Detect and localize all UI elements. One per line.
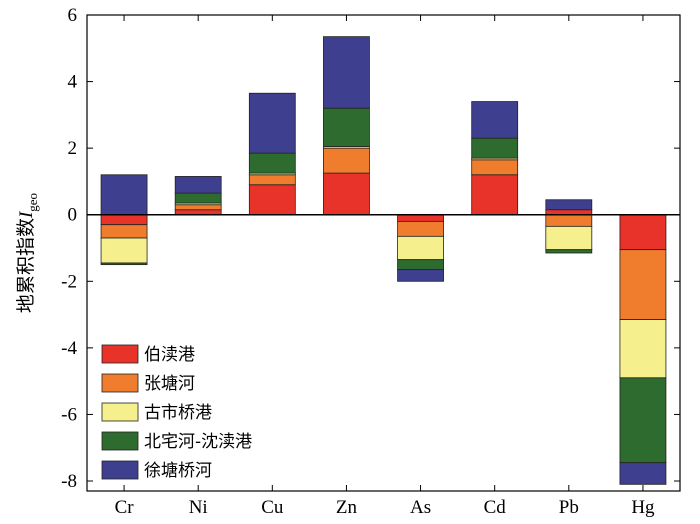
bar-cd-series-4 <box>471 137 519 159</box>
bar-hg-series-4 <box>619 377 667 464</box>
bar-as-series-4 <box>397 259 444 271</box>
legend-label-1: 伯渎港 <box>144 345 195 365</box>
bar-zn-series-5 <box>323 36 370 109</box>
y-axis: -8 -6 -4 -2 0 2 4 6 <box>61 5 680 492</box>
bar-zn-series-1 <box>323 172 370 216</box>
x-tick-label-cu: Cu <box>261 497 284 518</box>
legend-swatch-5 <box>101 460 139 480</box>
legend-swatch-3 <box>101 402 139 422</box>
bar-pb-series-2 <box>545 214 593 227</box>
legend-swatch-2 <box>101 373 139 393</box>
y-axis-label-subscript: geo <box>25 193 40 212</box>
bar-cu-series-4 <box>248 152 296 174</box>
bar-pb-series-4 <box>545 249 593 254</box>
bar-as-series-5 <box>397 269 444 282</box>
bar-cr-series-5 <box>100 174 148 216</box>
bar-hg-series-2 <box>619 249 667 320</box>
y-tick-label: 2 <box>68 138 78 159</box>
bar-hg-series-3 <box>619 319 667 379</box>
bar-cu-series-2 <box>248 174 296 186</box>
legend-label-4: 北宅河-沈渎港 <box>144 432 252 452</box>
legend-label-3: 古市桥港 <box>144 403 212 423</box>
y-axis-label: 地累积指数Igeo <box>15 193 40 313</box>
bar-cu-series-1 <box>248 184 296 216</box>
legend-label-2: 张塘河 <box>144 374 195 394</box>
y-tick-label: 4 <box>68 72 78 93</box>
bar-hg-series-1 <box>619 214 667 251</box>
bar-cu-series-5 <box>248 92 296 154</box>
bar-cd-series-1 <box>471 174 519 216</box>
bar-as-series-2 <box>397 220 444 237</box>
y-tick-label: 0 <box>68 205 78 226</box>
bar-ni-series-4 <box>174 192 222 204</box>
x-tick-label-pb: Pb <box>559 497 579 518</box>
x-tick-label-ni: Ni <box>189 497 208 518</box>
bar-pb-series-5 <box>545 199 593 211</box>
y-tick-label: -4 <box>61 338 77 359</box>
bars-layer <box>100 36 667 485</box>
bar-pb-series-3 <box>545 225 593 251</box>
x-tick-label-as: As <box>410 497 431 518</box>
bar-hg-series-5 <box>619 462 667 485</box>
bar-cd-series-2 <box>471 159 519 176</box>
bar-cr-series-2 <box>100 224 148 239</box>
x-tick-label-hg: Hg <box>631 497 655 518</box>
legend-swatch-4 <box>101 431 139 451</box>
y-tick-label: -2 <box>61 271 77 292</box>
y-axis-label-symbol: I <box>16 210 37 219</box>
y-tick-label: -6 <box>61 404 77 425</box>
x-tick-label-zn: Zn <box>336 497 358 518</box>
bar-cr-series-3 <box>100 237 148 264</box>
bar-as-series-3 <box>397 235 444 261</box>
x-axis: Cr Ni Cu Zn As Cd Pb Hg <box>115 15 655 518</box>
bar-ni-series-5 <box>174 176 222 194</box>
x-tick-label-cd: Cd <box>484 497 507 518</box>
legend-swatch-1 <box>101 344 139 364</box>
bar-ni-series-2 <box>174 204 222 211</box>
y-tick-label: -8 <box>61 471 77 492</box>
plot-frame <box>86 14 681 492</box>
y-tick-label: 6 <box>68 5 78 26</box>
bar-cr-series-4 <box>100 262 148 266</box>
bar-cr-series-1 <box>100 214 148 226</box>
bar-zn-series-2 <box>323 147 370 174</box>
y-axis-label-text: 地累积指数 <box>15 218 37 313</box>
bar-zn-series-4 <box>323 107 370 147</box>
bar-as-series-1 <box>397 214 444 222</box>
x-tick-label-cr: Cr <box>115 497 135 518</box>
legend-label-5: 徐塘桥河 <box>144 461 212 481</box>
bar-cd-series-5 <box>471 101 519 139</box>
